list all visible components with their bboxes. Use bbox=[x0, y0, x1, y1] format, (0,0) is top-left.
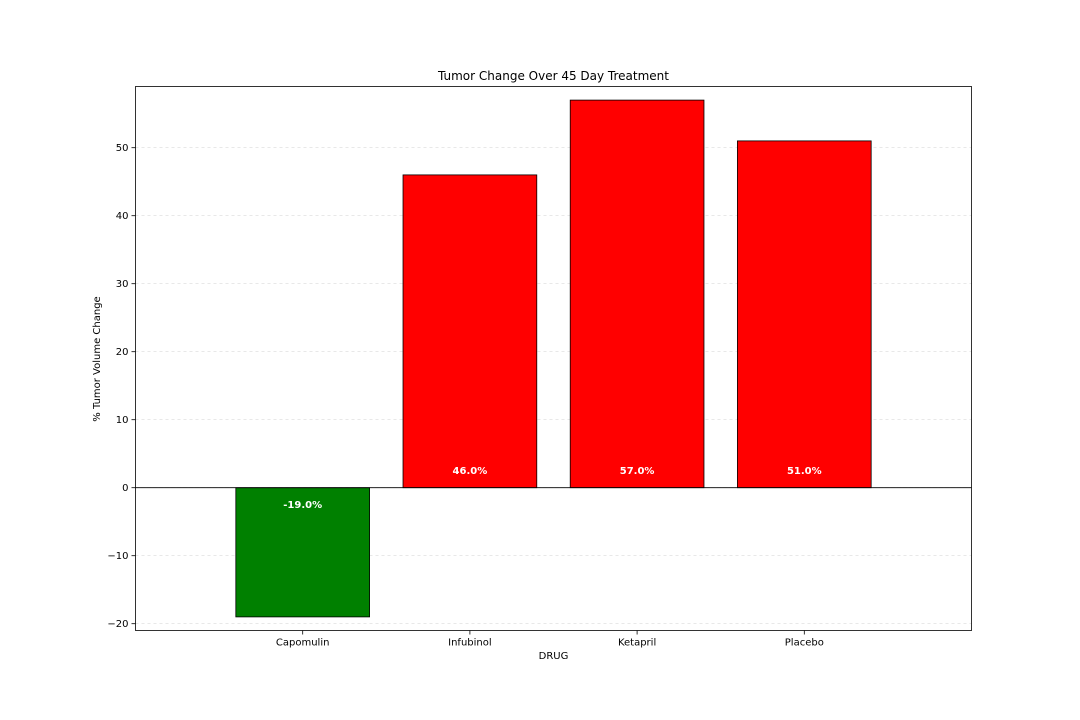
y-tick-label: −20 bbox=[107, 619, 128, 630]
y-tick-label: −10 bbox=[107, 551, 128, 562]
x-axis-title: DRUG bbox=[539, 651, 569, 662]
bar-value-label: 51.0% bbox=[787, 466, 822, 477]
bar-value-label: 57.0% bbox=[620, 466, 655, 477]
x-tick-label: Capomulin bbox=[276, 638, 330, 649]
bar-infubinol bbox=[402, 174, 538, 489]
y-tick-label: 10 bbox=[116, 415, 129, 426]
x-axis-ticks: Capomulin Infubinol Ketapril Placebo bbox=[276, 630, 824, 649]
y-tick-label: 30 bbox=[116, 279, 129, 290]
y-axis-title: % Tumor Volume Change bbox=[92, 296, 103, 421]
plot-frame bbox=[135, 86, 972, 631]
y-tick-label: 50 bbox=[116, 143, 129, 154]
x-tick-label: Ketapril bbox=[618, 638, 656, 649]
bar-value-label: 46.0% bbox=[453, 466, 488, 477]
x-tick-label: Placebo bbox=[785, 638, 824, 649]
bar-value-label: -19.0% bbox=[283, 500, 322, 511]
x-tick-label: Infubinol bbox=[448, 638, 492, 649]
y-tick-label: 40 bbox=[116, 211, 129, 222]
bar-capomulin bbox=[235, 487, 370, 618]
chart-title: Tumor Change Over 45 Day Treatment bbox=[437, 69, 669, 83]
bar-ketapril bbox=[569, 99, 705, 489]
bar-value-labels: -19.0% 46.0% 57.0% 51.0% bbox=[283, 466, 821, 511]
bars bbox=[235, 99, 872, 618]
bar-placebo bbox=[737, 140, 872, 489]
y-axis-ticks: −20 −10 0 10 20 30 40 50 bbox=[107, 143, 136, 630]
y-tick-label: 20 bbox=[116, 347, 129, 358]
y-tick-label: 0 bbox=[122, 483, 128, 494]
